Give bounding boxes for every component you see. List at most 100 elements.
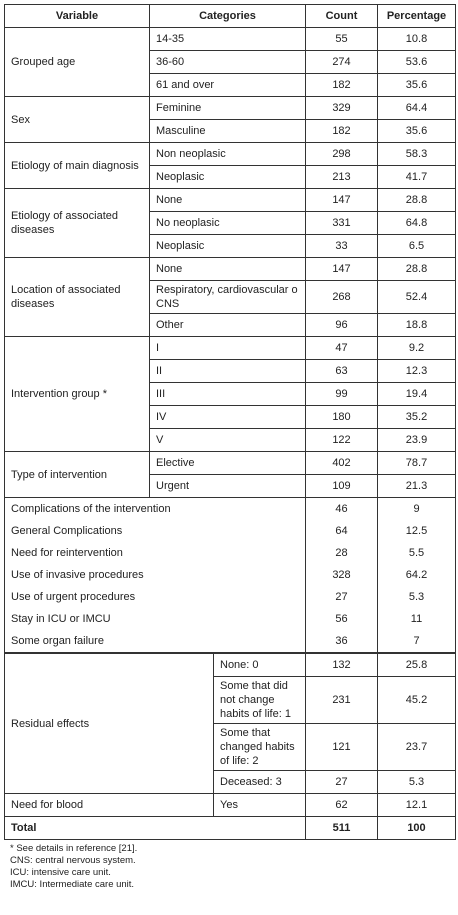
item-label: Some organ failure — [4, 630, 306, 653]
category-cell: 61 and over — [149, 73, 306, 97]
percentage-cell: 9 — [377, 498, 456, 520]
count-cell: 96 — [305, 313, 378, 337]
data-row: Some that changed habits of life: 2 121 23… — [5, 723, 456, 771]
header-cell: Percentage — [377, 4, 456, 28]
item-row: Complications of the intervention 46 9 — [4, 498, 456, 520]
total-row: Total 511 100 — [4, 816, 456, 840]
data-row: Neoplasic 33 6.5 — [5, 234, 456, 258]
total-percentage: 100 — [377, 816, 456, 840]
count-cell: 329 — [305, 96, 378, 120]
category-cell: Deceased: 3 — [213, 770, 306, 794]
category-cell: Yes — [213, 793, 306, 817]
category-cell: Urgent — [149, 474, 306, 498]
percentage-cell: 35.6 — [377, 73, 456, 97]
table-items: Complications of the intervention 46 9 Gene… — [4, 498, 456, 653]
count-cell: 147 — [305, 188, 378, 212]
count-cell: 56 — [305, 608, 378, 630]
percentage-cell: 52.4 — [377, 280, 456, 314]
document: Variable Categories Count Percentage Grouped… — [4, 4, 456, 891]
data-row: Sex Feminine 329 64.4 — [4, 96, 456, 143]
data-row: Respiratory, cardiovascular o CNS 268 52.4 — [5, 280, 456, 314]
count-cell: 99 — [305, 382, 378, 406]
variable-cell: Etiology of associated diseases — [4, 188, 150, 258]
data-row: No neoplasic 331 64.8 — [5, 211, 456, 235]
footnotes: * See details in reference [21]. CNS: cen… — [4, 843, 455, 891]
count-cell: 122 — [305, 428, 378, 452]
category-cell: Some that did not change habits of life:… — [213, 676, 306, 724]
count-cell: 36 — [305, 630, 378, 653]
count-cell: 213 — [305, 165, 378, 189]
category-cell: 14-35 — [149, 27, 306, 51]
count-cell: 147 — [305, 257, 378, 281]
item-label: Use of urgent procedures — [4, 586, 306, 608]
percentage-cell: 5.5 — [377, 542, 456, 564]
percentage-cell: 45.2 — [377, 676, 456, 724]
count-cell: 64 — [305, 520, 378, 542]
item-label: Complications of the intervention — [4, 498, 306, 520]
footnote: * See details in reference [21]. — [10, 843, 138, 854]
data-row: Intervention group * I 47 9.2 — [4, 336, 456, 452]
percentage-cell: 12.1 — [377, 793, 456, 817]
footnote: IMCU: Intermediate care unit. — [10, 879, 135, 890]
count-cell: 28 — [305, 542, 378, 564]
percentage-cell: 11 — [377, 608, 456, 630]
table-container: Variable Categories Count Percentage Grouped… — [4, 4, 456, 840]
data-row: Type of intervention Elective 402 78.7 — [4, 451, 456, 498]
header-cell: Count — [305, 4, 378, 28]
count-cell: 109 — [305, 474, 378, 498]
category-cell: None — [149, 257, 306, 281]
data-row: Some that did not change habits of life:… — [5, 676, 456, 724]
percentage-cell: 53.6 — [377, 50, 456, 74]
count-cell: 331 — [305, 211, 378, 235]
percentage-cell: 64.4 — [377, 96, 456, 120]
count-cell: 46 — [305, 498, 378, 520]
percentage-cell: 19.4 — [377, 382, 456, 406]
data-row: Other 96 18.8 — [5, 313, 456, 337]
data-row: Masculine 182 35.6 — [5, 119, 456, 143]
count-cell: 63 — [305, 359, 378, 383]
category-cell: IV — [149, 405, 306, 429]
count-cell: 132 — [305, 653, 378, 677]
count-cell: 180 — [305, 405, 378, 429]
percentage-cell: 12.3 — [377, 359, 456, 383]
footnote: CNS: central nervous system. — [10, 855, 136, 866]
percentage-cell: 5.3 — [377, 586, 456, 608]
data-row: Urgent 109 21.3 — [5, 474, 456, 498]
data-row: Location of associated diseases None 147 28… — [4, 257, 456, 337]
count-cell: 268 — [305, 280, 378, 314]
data-row: 36-60 274 53.6 — [5, 50, 456, 74]
count-cell: 231 — [305, 676, 378, 724]
item-row: General Complications 64 12.5 — [4, 520, 456, 542]
category-cell: Non neoplasic — [149, 142, 306, 166]
percentage-cell: 28.8 — [377, 257, 456, 281]
category-cell: Feminine — [149, 96, 306, 120]
category-cell: Neoplasic — [149, 234, 306, 258]
category-cell: No neoplasic — [149, 211, 306, 235]
percentage-cell: 35.6 — [377, 119, 456, 143]
percentage-cell: 35.2 — [377, 405, 456, 429]
count-cell: 62 — [305, 793, 378, 817]
variable-cell: Sex — [4, 96, 150, 143]
percentage-cell: 12.5 — [377, 520, 456, 542]
data-row: II 63 12.3 — [5, 359, 456, 383]
percentage-cell: 41.7 — [377, 165, 456, 189]
data-row: IV 180 35.2 — [5, 405, 456, 429]
variable-cell: Type of intervention — [4, 451, 150, 498]
data-row: Need for blood Yes 62 12.1 — [4, 793, 456, 817]
percentage-cell: 28.8 — [377, 188, 456, 212]
percentage-cell: 21.3 — [377, 474, 456, 498]
percentage-cell: 23.9 — [377, 428, 456, 452]
data-row: Neoplasic 213 41.7 — [5, 165, 456, 189]
item-label: Stay in ICU or IMCU — [4, 608, 306, 630]
category-cell: None — [149, 188, 306, 212]
category-cell: Neoplasic — [149, 165, 306, 189]
variable-cell: Location of associated diseases — [4, 257, 150, 337]
category-cell: 36-60 — [149, 50, 306, 74]
percentage-cell: 9.2 — [377, 336, 456, 360]
count-cell: 298 — [305, 142, 378, 166]
count-cell: 55 — [305, 27, 378, 51]
percentage-cell: 78.7 — [377, 451, 456, 475]
category-cell: V — [149, 428, 306, 452]
category-cell: Masculine — [149, 119, 306, 143]
percentage-cell: 64.8 — [377, 211, 456, 235]
